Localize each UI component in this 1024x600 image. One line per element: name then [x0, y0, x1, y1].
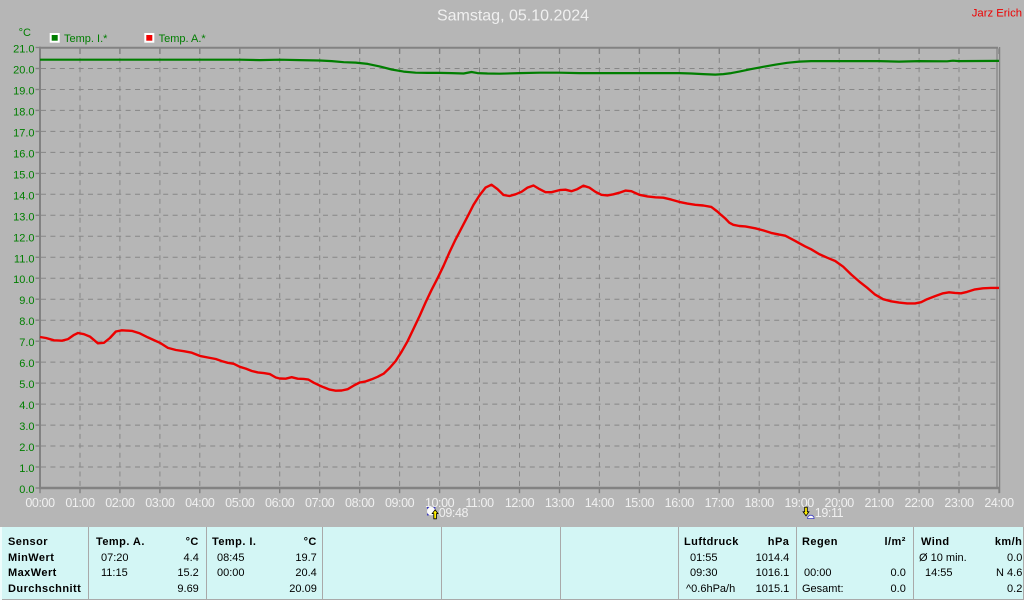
svg-text:10:00: 10:00 — [425, 496, 455, 510]
svg-text:15:00: 15:00 — [625, 496, 655, 510]
svg-text:23:00: 23:00 — [944, 496, 974, 510]
svg-text:14.0: 14.0 — [13, 190, 34, 202]
svg-text:Jarz Erich: Jarz Erich — [972, 8, 1022, 20]
svg-text:14:00: 14:00 — [585, 496, 615, 510]
svg-text:22:00: 22:00 — [904, 496, 934, 510]
svg-text:05:00: 05:00 — [225, 496, 255, 510]
svg-text:8.0: 8.0 — [19, 316, 34, 328]
svg-text:21:00: 21:00 — [864, 496, 894, 510]
svg-text:16:00: 16:00 — [665, 496, 695, 510]
svg-text:20:00: 20:00 — [825, 496, 855, 510]
svg-text:18:00: 18:00 — [745, 496, 775, 510]
svg-text:19:00: 19:00 — [785, 496, 815, 510]
svg-text:04:00: 04:00 — [185, 496, 215, 510]
svg-text:°C: °C — [19, 27, 31, 39]
svg-text:09:00: 09:00 — [385, 496, 415, 510]
svg-text:12.0: 12.0 — [13, 232, 34, 244]
svg-text:08:00: 08:00 — [345, 496, 375, 510]
svg-text:1.0: 1.0 — [19, 463, 34, 475]
svg-text:19:11: 19:11 — [815, 506, 844, 520]
svg-text:17.0: 17.0 — [13, 127, 34, 139]
svg-text:3.0: 3.0 — [19, 421, 34, 433]
svg-text:11:00: 11:00 — [465, 496, 494, 510]
svg-text:15.0: 15.0 — [13, 169, 34, 181]
svg-text:24:00: 24:00 — [984, 496, 1014, 510]
svg-text:01:00: 01:00 — [65, 496, 95, 510]
svg-text:16.0: 16.0 — [13, 148, 34, 160]
svg-text:03:00: 03:00 — [145, 496, 175, 510]
svg-text:2.0: 2.0 — [19, 442, 34, 454]
svg-text:07:00: 07:00 — [305, 496, 335, 510]
svg-text:9.0: 9.0 — [19, 295, 34, 307]
svg-text:13:00: 13:00 — [545, 496, 575, 510]
svg-text:Temp. I.*: Temp. I.* — [64, 33, 108, 45]
svg-text:02:00: 02:00 — [105, 496, 135, 510]
svg-text:00:00: 00:00 — [25, 496, 55, 510]
svg-text:10.0: 10.0 — [13, 274, 34, 286]
svg-text:11.0: 11.0 — [14, 253, 35, 265]
svg-text:6.0: 6.0 — [19, 358, 34, 370]
svg-text:06:00: 06:00 — [265, 496, 295, 510]
svg-text:17:00: 17:00 — [705, 496, 735, 510]
svg-text:7.0: 7.0 — [19, 337, 34, 349]
svg-text:4.0: 4.0 — [19, 400, 34, 412]
svg-text:0.0: 0.0 — [19, 484, 34, 496]
svg-text:Samstag, 05.10.2024: Samstag, 05.10.2024 — [437, 8, 589, 25]
svg-text:Temp. A.*: Temp. A.* — [159, 33, 207, 45]
svg-text:18.0: 18.0 — [13, 106, 34, 118]
svg-text:12:00: 12:00 — [505, 496, 535, 510]
svg-text:20.0: 20.0 — [13, 65, 34, 77]
svg-text:09:48: 09:48 — [439, 506, 469, 520]
svg-text:13.0: 13.0 — [13, 211, 34, 223]
svg-text:21.0: 21.0 — [13, 44, 34, 56]
svg-text:5.0: 5.0 — [19, 379, 34, 391]
svg-text:19.0: 19.0 — [13, 86, 34, 98]
